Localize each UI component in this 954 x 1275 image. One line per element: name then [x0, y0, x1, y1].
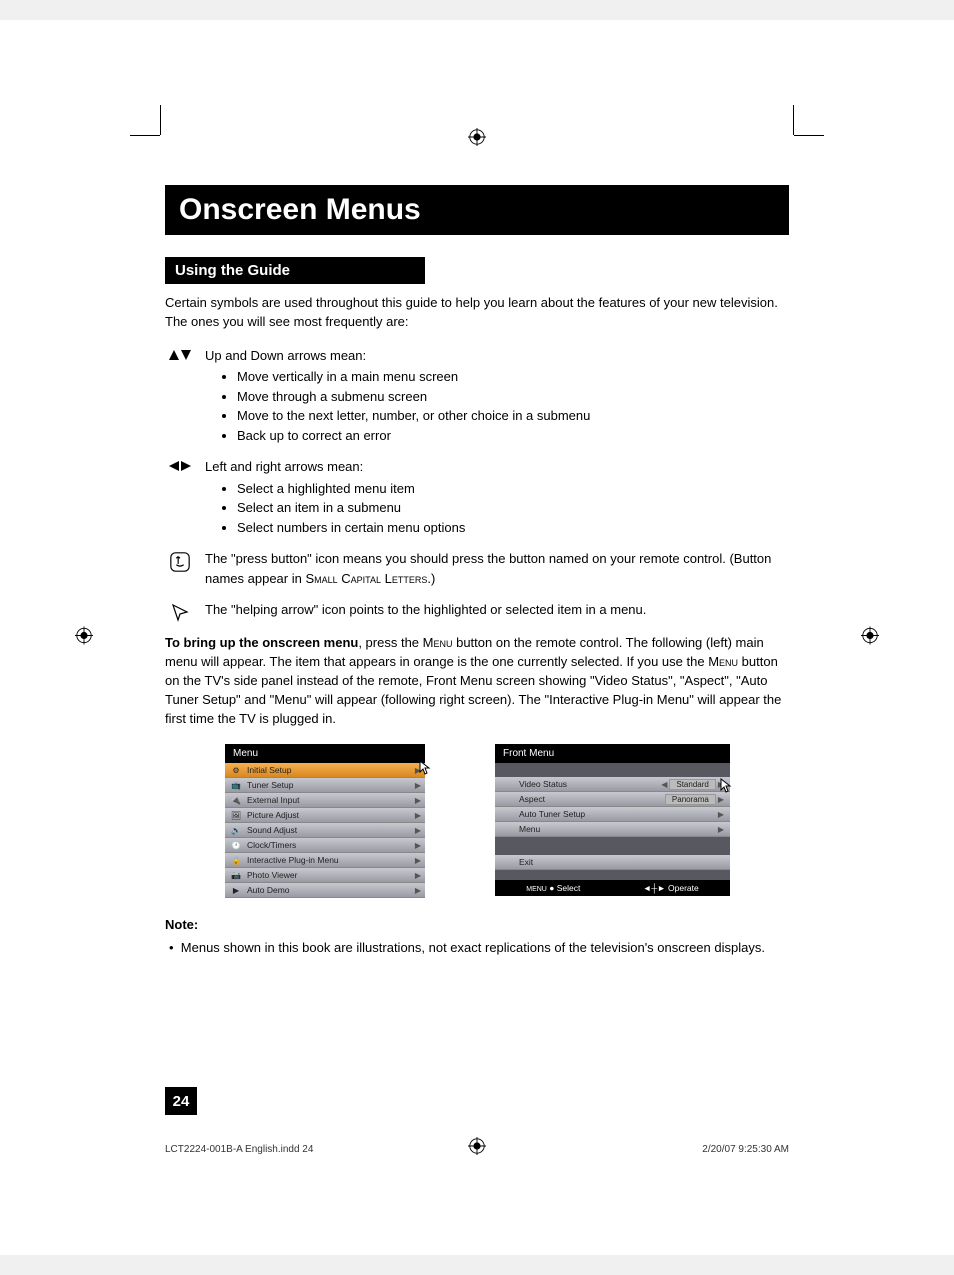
list-item: Select an item in a submenu: [237, 498, 465, 518]
helping-arrow-text: The "helping arrow" icon points to the h…: [205, 600, 646, 622]
chevron-right-icon: ▶: [415, 856, 421, 865]
main-menu-item: 🕐Clock/Timers▶: [225, 838, 425, 853]
page-number: 24: [165, 1087, 197, 1115]
main-paragraph: To bring up the onscreen menu, press the…: [165, 634, 789, 728]
main-menu-box: Menu ⚙Initial Setup▶📺Tuner Setup▶🔌Extern…: [225, 744, 425, 898]
updown-section: Up and Down arrows mean: Move vertically…: [165, 346, 789, 446]
main-menu-item: 🔊Sound Adjust▶: [225, 823, 425, 838]
up-down-arrows-icon: [165, 346, 195, 446]
note-text: • Menus shown in this book are illustrat…: [165, 939, 789, 958]
list-item: Move vertically in a main menu screen: [237, 367, 590, 387]
updown-list: Move vertically in a main menu screen Mo…: [205, 367, 590, 445]
leftright-lead: Left and right arrows mean:: [205, 457, 465, 477]
menu-item-label: Tuner Setup: [243, 780, 415, 790]
main-menu-title: Menu: [225, 744, 425, 763]
front-menu-footer: MENU ● Select ◄┼► Operate: [495, 880, 730, 896]
menu-item-label: Auto Demo: [243, 885, 415, 895]
front-menu-label: Aspect: [501, 794, 663, 804]
menu-item-icon: ▶: [229, 886, 243, 895]
front-menu-label: Auto Tuner Setup: [501, 809, 718, 819]
menu-item-icon: 📺: [229, 781, 243, 790]
cursor-icon: [419, 760, 433, 779]
menu-item-icon: ⚙: [229, 766, 243, 775]
chevron-right-icon: ▶: [718, 825, 724, 834]
menu-item-icon: 🔌: [229, 796, 243, 805]
front-menu-exit: Exit: [495, 855, 730, 870]
note-section: Note: • Menus shown in this book are ill…: [165, 916, 789, 958]
helping-arrow-icon: [165, 600, 195, 622]
list-item: Move through a submenu screen: [237, 387, 590, 407]
registration-mark-icon: [75, 626, 93, 649]
crop-mark: [160, 105, 161, 135]
menu-item-label: Interactive Plug-in Menu: [243, 855, 415, 865]
footer-filename: LCT2224-001B-A English.indd 24: [165, 1144, 313, 1155]
chevron-right-icon: ▶: [415, 811, 421, 820]
leftright-list: Select a highlighted menu item Select an…: [205, 479, 465, 538]
menu-item-icon: 🔊: [229, 826, 243, 835]
menu-item-label: Clock/Timers: [243, 840, 415, 850]
menu-item-label: Picture Adjust: [243, 810, 415, 820]
menu-item-icon: 🔒: [229, 856, 243, 865]
main-menu-item: ▶Auto Demo▶: [225, 883, 425, 898]
main-menu-item: 📺Tuner Setup▶: [225, 778, 425, 793]
chevron-right-icon: ▶: [415, 886, 421, 895]
list-item: Back up to correct an error: [237, 426, 590, 446]
front-menu-title: Front Menu: [495, 744, 730, 763]
menu-item-icon: 🕐: [229, 841, 243, 850]
crop-mark: [130, 135, 160, 136]
menu-item-label: Photo Viewer: [243, 870, 415, 880]
front-menu-value: Panorama: [665, 794, 716, 805]
chevron-right-icon: ▶: [718, 810, 724, 819]
leftright-section: Left and right arrows mean: Select a hig…: [165, 457, 789, 537]
chevron-right-icon: ▶: [415, 841, 421, 850]
updown-lead: Up and Down arrows mean:: [205, 346, 590, 366]
menu-item-icon: 📷: [229, 871, 243, 880]
menu-item-icon: 🖼: [229, 811, 243, 820]
chevron-right-icon: ▶: [415, 796, 421, 805]
press-button-text: The "press button" icon means you should…: [205, 549, 789, 588]
manual-page: Onscreen Menus Using the Guide Certain s…: [0, 20, 954, 1255]
front-menu-label: Video Status: [501, 779, 661, 789]
left-right-arrows-icon: [165, 457, 195, 537]
menu-item-label: External Input: [243, 795, 415, 805]
front-menu-label: Menu: [501, 824, 718, 834]
section-subtitle: Using the Guide: [165, 257, 425, 284]
crop-mark: [793, 105, 794, 135]
intro-text: Certain symbols are used throughout this…: [165, 294, 789, 332]
menu-item-label: Sound Adjust: [243, 825, 415, 835]
page-title: Onscreen Menus: [165, 185, 789, 235]
note-label: Note:: [165, 916, 789, 935]
front-menu-box: Front Menu Video Status◀Standard▶AspectP…: [495, 744, 730, 898]
list-item: Select numbers in certain menu options: [237, 518, 465, 538]
chevron-left-icon: ◀: [661, 780, 667, 789]
front-menu-value: Standard: [669, 779, 715, 790]
helping-arrow-section: The "helping arrow" icon points to the h…: [165, 600, 789, 622]
press-button-icon: [165, 549, 195, 588]
list-item: Move to the next letter, number, or othe…: [237, 406, 590, 426]
front-menu-row: Menu▶: [495, 822, 730, 837]
main-menu-item: 📷Photo Viewer▶: [225, 868, 425, 883]
main-menu-item: 🔌External Input▶: [225, 793, 425, 808]
menu-item-label: Initial Setup: [243, 765, 415, 775]
front-menu-row: AspectPanorama▶: [495, 792, 730, 807]
registration-mark-icon: [468, 128, 486, 151]
front-menu-row: Video Status◀Standard▶: [495, 777, 730, 792]
front-menu-row: Auto Tuner Setup▶: [495, 807, 730, 822]
cursor-icon: [720, 778, 734, 797]
chevron-right-icon: ▶: [415, 781, 421, 790]
chevron-right-icon: ▶: [415, 826, 421, 835]
registration-mark-icon: [861, 626, 879, 649]
chevron-right-icon: ▶: [415, 871, 421, 880]
press-button-section: The "press button" icon means you should…: [165, 549, 789, 588]
main-menu-item: 🖼Picture Adjust▶: [225, 808, 425, 823]
menus-illustration: Menu ⚙Initial Setup▶📺Tuner Setup▶🔌Extern…: [225, 744, 789, 898]
print-footer: LCT2224-001B-A English.indd 24 2/20/07 9…: [165, 1144, 789, 1155]
footer-timestamp: 2/20/07 9:25:30 AM: [702, 1144, 789, 1155]
crop-mark: [794, 135, 824, 136]
main-menu-item: 🔒Interactive Plug-in Menu▶: [225, 853, 425, 868]
content-area: Onscreen Menus Using the Guide Certain s…: [165, 120, 789, 958]
list-item: Select a highlighted menu item: [237, 479, 465, 499]
main-menu-item: ⚙Initial Setup▶: [225, 763, 425, 778]
